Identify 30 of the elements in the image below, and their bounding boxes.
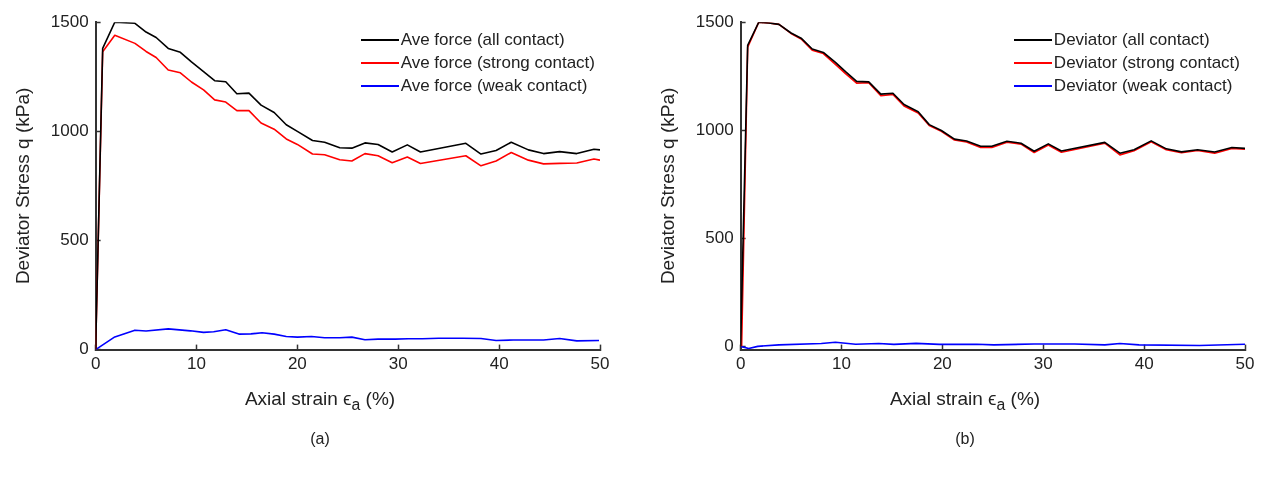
y-tick-label: 500	[705, 227, 734, 247]
legend-label: Deviator (weak contact)	[1053, 75, 1233, 97]
legend-label: Ave force (weak contact)	[400, 75, 588, 97]
x-axis-title: Axial strain ϵ$_{a}$ (%)	[243, 388, 397, 414]
legend-label: Ave force (all contact)	[400, 29, 565, 51]
x-tick-label: 30	[1033, 354, 1053, 374]
legend-label: Deviator (strong contact)	[1053, 52, 1240, 74]
x-axis-title: Axial strain ϵ$_{a}$ (%)	[888, 388, 1042, 414]
x-tick-label: 40	[489, 354, 509, 374]
x-tick-label: 50	[1235, 354, 1255, 374]
y-tick-label: 1500	[695, 11, 734, 31]
y-tick-label: 500	[60, 230, 89, 250]
x-tick-label: 50	[590, 354, 610, 374]
text: (b)	[954, 430, 976, 448]
x-tick-label: 10	[187, 354, 206, 374]
text: (a)	[309, 430, 331, 448]
y-tick-label: 1000	[695, 119, 734, 139]
legend-label: Deviator (all contact)	[1053, 29, 1210, 51]
y-axis-title: Deviator Stress q (kPa)	[656, 87, 678, 285]
x-tick-label: 40	[1134, 354, 1154, 374]
x-tick-label: 20	[932, 354, 952, 374]
y-tick-label: 1500	[50, 11, 89, 31]
x-tick-label: 20	[287, 354, 307, 374]
y-tick-label: 1000	[50, 121, 89, 141]
y-axis-title: Deviator Stress q (kPa)	[11, 87, 33, 285]
y-tick-label: 0	[79, 339, 89, 359]
y-tick-label: 0	[724, 336, 734, 356]
legend-label: Ave force (strong contact)	[400, 52, 595, 74]
x-tick-label: 30	[388, 354, 408, 374]
x-tick-label: 10	[832, 354, 851, 374]
